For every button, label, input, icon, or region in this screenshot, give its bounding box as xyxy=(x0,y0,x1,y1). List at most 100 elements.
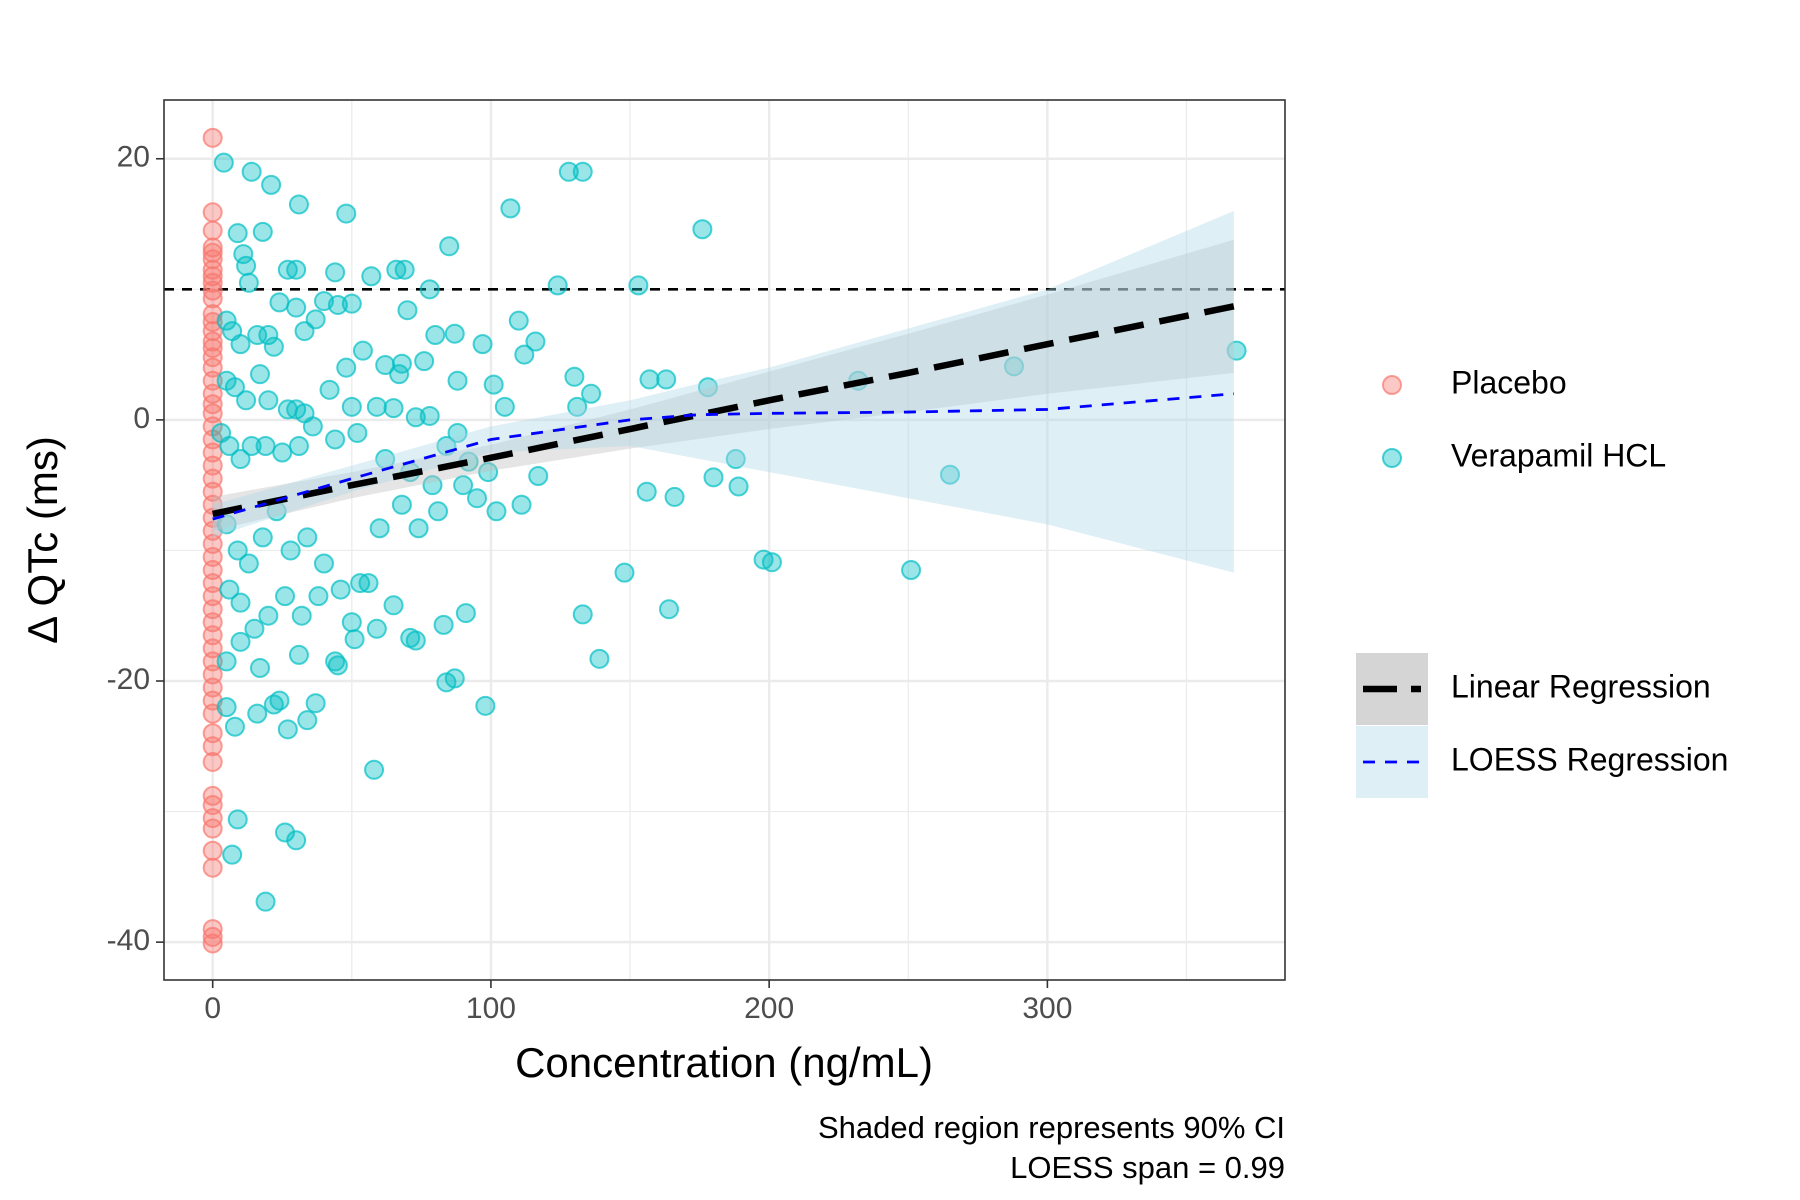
point xyxy=(425,325,446,346)
point xyxy=(636,481,657,502)
point xyxy=(241,435,262,456)
point xyxy=(202,751,223,772)
point xyxy=(202,919,223,940)
point xyxy=(202,383,223,404)
y-axis-title: Δ QTc (ms) xyxy=(19,436,66,644)
point xyxy=(202,818,223,839)
point xyxy=(302,416,323,437)
point xyxy=(483,374,504,395)
point xyxy=(547,275,568,296)
point xyxy=(272,442,293,463)
point xyxy=(419,279,440,300)
point xyxy=(725,449,746,470)
point xyxy=(305,693,326,714)
caption: Shaded region represents 90% CI xyxy=(818,1110,1285,1145)
point xyxy=(230,592,251,613)
panel-border xyxy=(163,99,1286,981)
confidence-band xyxy=(212,210,1234,573)
legend-symbol xyxy=(1382,448,1402,468)
point xyxy=(202,202,223,223)
point xyxy=(614,562,635,583)
point xyxy=(236,255,257,276)
point xyxy=(202,272,223,293)
point xyxy=(227,223,248,244)
point xyxy=(247,703,268,724)
point xyxy=(366,618,387,639)
point xyxy=(697,377,718,398)
fit-line xyxy=(212,303,1235,518)
point xyxy=(330,579,351,600)
point xyxy=(447,370,468,391)
point xyxy=(288,194,309,215)
point xyxy=(422,475,443,496)
point xyxy=(344,629,365,650)
point xyxy=(703,467,724,488)
point xyxy=(202,127,223,148)
point xyxy=(658,599,679,620)
point xyxy=(589,648,610,669)
point xyxy=(405,630,426,651)
point xyxy=(286,259,307,280)
point xyxy=(391,494,412,515)
point xyxy=(308,586,329,607)
caption: LOESS span = 0.99 xyxy=(1010,1150,1285,1185)
point xyxy=(230,334,251,355)
point xyxy=(341,612,362,633)
point xyxy=(656,369,677,390)
point xyxy=(224,716,245,737)
point xyxy=(511,494,532,515)
legend-label: LOESS Regression xyxy=(1451,741,1728,777)
y-tick-label: 20 xyxy=(117,141,150,174)
point xyxy=(1004,356,1025,377)
point xyxy=(249,364,270,385)
point xyxy=(288,644,309,665)
point xyxy=(202,321,223,342)
point xyxy=(472,334,493,355)
point xyxy=(366,396,387,417)
point xyxy=(230,631,251,652)
point xyxy=(383,595,404,616)
y-tick-label: -20 xyxy=(107,663,150,696)
point xyxy=(439,236,460,257)
point xyxy=(391,353,412,374)
point xyxy=(383,398,404,419)
point xyxy=(692,219,713,240)
legend-label: Placebo xyxy=(1451,364,1567,400)
point xyxy=(230,449,251,470)
point xyxy=(244,618,265,639)
y-tick-label: 0 xyxy=(133,402,150,435)
legend-label: Linear Regression xyxy=(1451,668,1711,704)
point xyxy=(428,501,449,522)
point xyxy=(486,501,507,522)
point xyxy=(494,396,515,417)
point xyxy=(455,603,476,624)
point xyxy=(297,527,318,548)
point xyxy=(202,933,223,954)
point xyxy=(453,475,474,496)
point xyxy=(447,422,468,443)
point xyxy=(728,476,749,497)
point xyxy=(247,325,268,346)
point xyxy=(286,830,307,851)
point xyxy=(233,244,254,265)
point xyxy=(241,161,262,182)
point xyxy=(202,220,223,241)
point xyxy=(255,435,276,456)
legend-label: Verapamil HCL xyxy=(1451,437,1666,473)
point xyxy=(444,323,465,344)
point xyxy=(397,300,418,321)
point xyxy=(202,926,223,947)
point xyxy=(227,809,248,830)
point xyxy=(238,553,259,574)
point xyxy=(219,435,240,456)
point xyxy=(219,579,240,600)
point xyxy=(433,614,454,635)
point xyxy=(249,657,270,678)
point xyxy=(500,198,521,219)
point xyxy=(444,668,465,689)
point xyxy=(202,266,223,287)
point xyxy=(514,344,535,365)
point xyxy=(327,655,348,676)
point xyxy=(305,309,326,330)
point xyxy=(216,514,237,535)
